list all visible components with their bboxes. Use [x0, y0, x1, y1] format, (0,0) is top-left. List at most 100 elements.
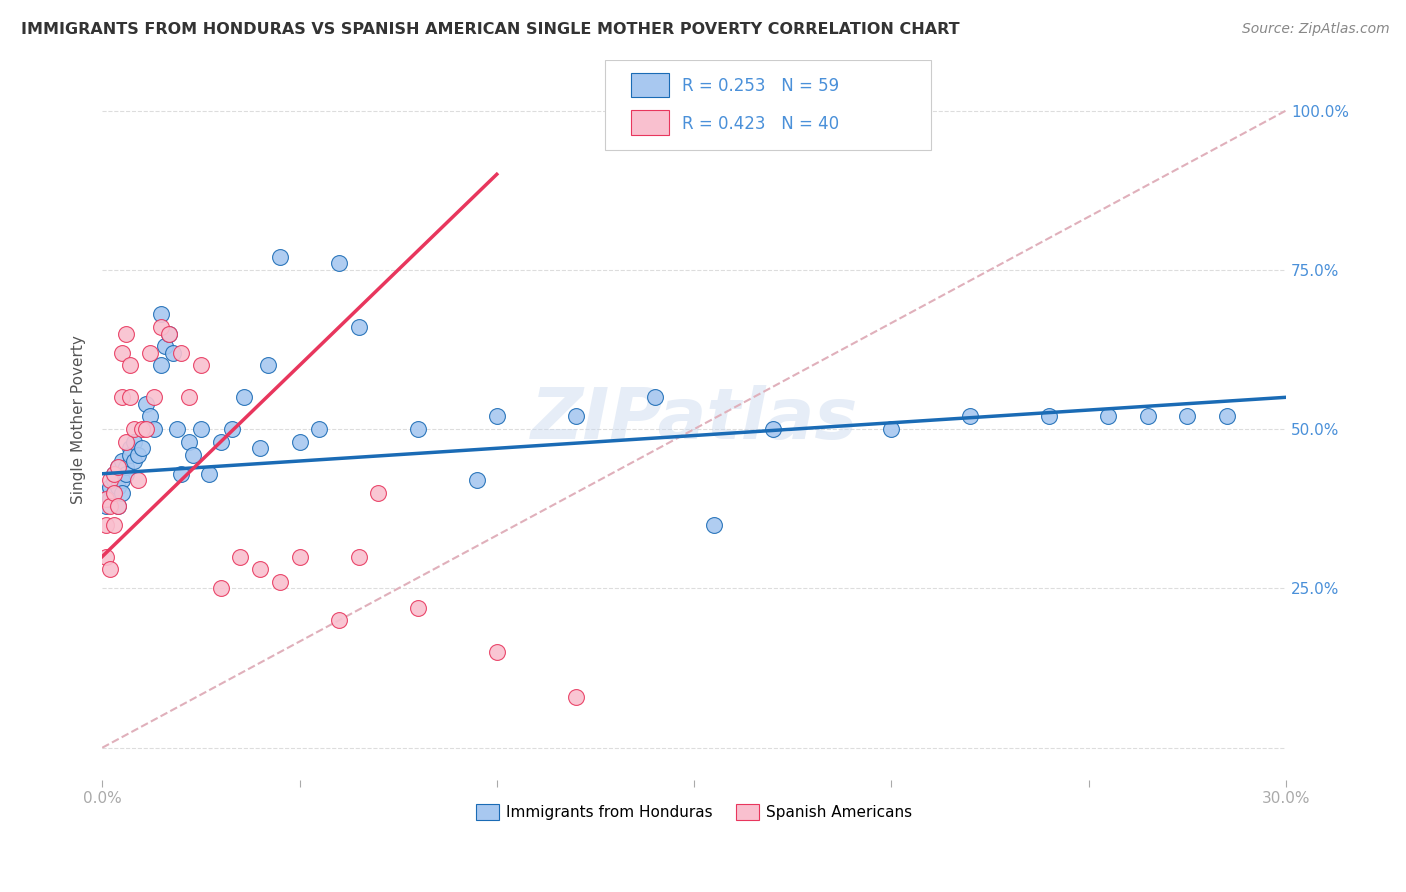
Point	[118, 448, 141, 462]
Point	[111, 345, 134, 359]
Point	[127, 473, 149, 487]
Point	[115, 467, 138, 481]
Legend: Immigrants from Honduras, Spanish Americans: Immigrants from Honduras, Spanish Americ…	[470, 797, 918, 826]
Point	[162, 345, 184, 359]
Point	[115, 326, 138, 341]
Point	[150, 308, 173, 322]
Point	[138, 409, 160, 424]
Point	[269, 250, 291, 264]
Point	[485, 409, 508, 424]
Point	[98, 499, 121, 513]
Point	[762, 422, 785, 436]
Point	[1097, 409, 1119, 424]
Point	[1136, 409, 1159, 424]
Point	[96, 517, 118, 532]
Point	[96, 549, 118, 564]
FancyBboxPatch shape	[631, 111, 669, 136]
Point	[703, 517, 725, 532]
Point	[107, 460, 129, 475]
Point	[166, 422, 188, 436]
Point	[103, 473, 125, 487]
Y-axis label: Single Mother Poverty: Single Mother Poverty	[72, 335, 86, 504]
Point	[103, 467, 125, 481]
Point	[564, 690, 586, 704]
Point	[406, 422, 429, 436]
Point	[177, 434, 200, 449]
Point	[98, 492, 121, 507]
Point	[197, 467, 219, 481]
Point	[98, 473, 121, 487]
Point	[209, 434, 232, 449]
Text: ZIPatlas: ZIPatlas	[530, 385, 858, 454]
Point	[157, 326, 180, 341]
Point	[328, 256, 350, 270]
Point	[190, 422, 212, 436]
Point	[288, 549, 311, 564]
Point	[644, 390, 666, 404]
Point	[170, 345, 193, 359]
Point	[485, 645, 508, 659]
Point	[209, 582, 232, 596]
Point	[96, 486, 118, 500]
Point	[150, 359, 173, 373]
Point	[127, 448, 149, 462]
Point	[181, 448, 204, 462]
Point	[880, 422, 903, 436]
Point	[762, 103, 785, 118]
Point	[157, 326, 180, 341]
Point	[118, 359, 141, 373]
Point	[347, 549, 370, 564]
Point	[308, 422, 330, 436]
FancyBboxPatch shape	[606, 60, 931, 150]
Point	[367, 486, 389, 500]
Point	[269, 575, 291, 590]
Point	[233, 390, 256, 404]
Point	[111, 390, 134, 404]
Point	[155, 339, 177, 353]
Point	[111, 486, 134, 500]
Point	[98, 562, 121, 576]
Point	[122, 434, 145, 449]
Point	[138, 345, 160, 359]
Point	[406, 600, 429, 615]
Point	[103, 517, 125, 532]
Point	[135, 422, 157, 436]
Point	[564, 409, 586, 424]
Point	[118, 390, 141, 404]
Point	[1216, 409, 1239, 424]
Point	[249, 442, 271, 456]
Point	[103, 467, 125, 481]
Point	[257, 359, 280, 373]
Point	[1038, 409, 1060, 424]
Point	[190, 359, 212, 373]
Point	[959, 409, 981, 424]
Point	[103, 486, 125, 500]
Text: R = 0.253   N = 59: R = 0.253 N = 59	[682, 77, 839, 95]
Point	[103, 486, 125, 500]
Point	[115, 434, 138, 449]
Point	[150, 320, 173, 334]
Point	[229, 549, 252, 564]
Point	[107, 499, 129, 513]
Point	[131, 442, 153, 456]
FancyBboxPatch shape	[631, 72, 669, 97]
Point	[177, 390, 200, 404]
Point	[98, 479, 121, 493]
Point	[142, 422, 165, 436]
Point	[328, 613, 350, 627]
Point	[107, 460, 129, 475]
Point	[111, 454, 134, 468]
Text: R = 0.423   N = 40: R = 0.423 N = 40	[682, 114, 839, 133]
Point	[142, 390, 165, 404]
Point	[135, 397, 157, 411]
Point	[122, 454, 145, 468]
Text: Source: ZipAtlas.com: Source: ZipAtlas.com	[1241, 22, 1389, 37]
Point	[107, 479, 129, 493]
Point	[107, 499, 129, 513]
Point	[170, 467, 193, 481]
Point	[288, 434, 311, 449]
Point	[122, 422, 145, 436]
Point	[118, 442, 141, 456]
Point	[131, 422, 153, 436]
Point	[465, 473, 488, 487]
